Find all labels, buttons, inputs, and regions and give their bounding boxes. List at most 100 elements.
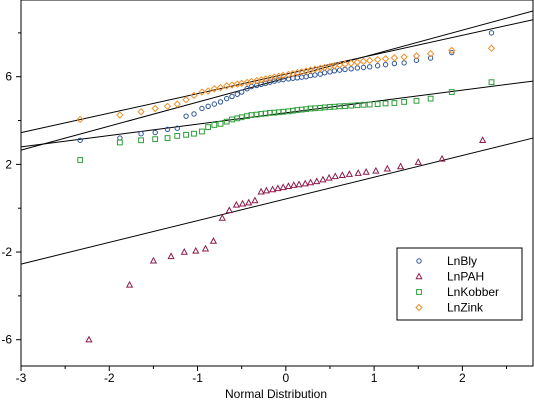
point-lnkobber [401, 99, 408, 105]
legend-marker-lnkobber [416, 289, 422, 295]
point-lnzink [390, 54, 399, 62]
point-lnpah [251, 196, 259, 204]
point-lnzink [76, 115, 84, 124]
point-lnbly [211, 101, 218, 107]
point-lnkobber [211, 122, 218, 128]
point-lnkobber [391, 100, 398, 106]
point-lnzink [204, 87, 212, 95]
point-lnkobber [116, 139, 123, 146]
legend-label: LnPAH [447, 270, 484, 284]
point-lnpah [306, 178, 315, 186]
fit-line-lnpah [20, 137, 534, 265]
point-lnbly [280, 76, 286, 83]
x-tick-label: 2 [459, 371, 466, 385]
point-lnpah [209, 237, 218, 244]
point-lnpah [338, 171, 346, 179]
point-lnbly [413, 57, 420, 63]
x-tick-label: 1 [371, 371, 378, 385]
x-tick-label: -2 [104, 371, 115, 385]
point-lnbly [223, 95, 230, 102]
point-lnkobber [183, 131, 189, 138]
point-lnpah [125, 280, 134, 288]
legend-label: LnBly [447, 254, 477, 268]
point-lnpah [396, 162, 405, 170]
point-lnbly [360, 64, 367, 71]
point-lnbly [152, 129, 158, 136]
point-lnzink [353, 58, 362, 66]
point-lnbly [183, 113, 189, 119]
point-lnpah [257, 187, 265, 195]
point-lnbly [205, 103, 211, 109]
point-lnkobber [217, 120, 224, 127]
point-lnbly [427, 55, 434, 61]
point-lnzink [347, 59, 355, 67]
point-lnzink [341, 60, 349, 68]
point-lnzink [487, 44, 496, 52]
point-lnbly [174, 125, 180, 131]
point-lnzink [173, 100, 181, 108]
point-lnpah [225, 206, 233, 214]
point-lnpah [313, 177, 321, 185]
point-lnzink [373, 55, 382, 64]
point-lnpah [438, 154, 446, 162]
series-lnbly [77, 30, 495, 143]
point-lnkobber [199, 128, 205, 135]
point-lnpah [479, 136, 487, 143]
y-tick-label: -2 [1, 245, 12, 259]
point-lnbly [401, 60, 407, 66]
point-lnkobber [164, 135, 171, 141]
point-lnpah [362, 167, 370, 175]
series-lnpah [85, 136, 487, 343]
point-lnzink [198, 88, 206, 96]
point-lnzink [381, 55, 390, 63]
point-lnkobber [174, 132, 181, 139]
point-lnkobber [448, 89, 455, 95]
point-lnpah [325, 173, 333, 181]
series-lnkobber [77, 79, 495, 163]
point-lnbly [77, 137, 83, 143]
point-lnbly [449, 49, 455, 56]
point-lnpah [268, 185, 277, 193]
point-lnkobber [191, 130, 197, 137]
point-lnpah [331, 172, 339, 180]
plot-frame [20, 0, 534, 367]
legend-label: LnZink [447, 301, 484, 315]
point-lnkobber [488, 79, 495, 86]
point-lnpah [192, 246, 200, 254]
point-lnzink [400, 53, 408, 61]
point-lnkobber [348, 102, 355, 109]
point-lnzink [151, 104, 159, 113]
point-lnzink [365, 56, 374, 65]
point-lnkobber [152, 136, 159, 143]
point-lnpah [167, 252, 175, 260]
point-lnzink [163, 102, 172, 111]
point-lnpah [372, 166, 380, 174]
point-lnpah [301, 179, 309, 187]
point-lnbly [366, 64, 373, 70]
point-lnbly [234, 91, 240, 97]
legend-item-lnkobber: LnKobber [416, 285, 499, 299]
point-lnkobber [382, 100, 389, 107]
point-lnpah [290, 181, 298, 188]
y-tick-label: 2 [5, 157, 12, 171]
point-lnzink [116, 111, 124, 119]
point-lnkobber [366, 101, 373, 108]
point-lnbly [217, 99, 224, 105]
point-lnkobber [138, 137, 144, 144]
point-lnpah [345, 170, 354, 177]
point-lnpah [201, 244, 210, 252]
point-lnbly [374, 63, 381, 69]
point-lnzink [216, 83, 225, 92]
point-lnzink [210, 85, 219, 93]
point-lnbly [199, 105, 205, 112]
point-lnbly [191, 111, 197, 117]
point-lnpah [149, 256, 158, 264]
point-lnzink [426, 49, 435, 58]
point-lnpah [218, 214, 226, 221]
point-lnzink [190, 91, 198, 100]
point-lnkobber [360, 101, 367, 108]
data-points [76, 30, 496, 343]
